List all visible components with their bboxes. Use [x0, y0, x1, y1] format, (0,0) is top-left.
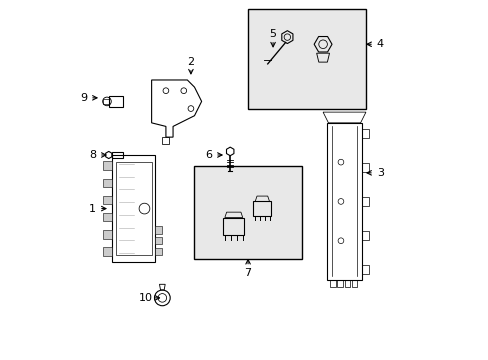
Polygon shape: [103, 230, 112, 239]
Text: 5: 5: [269, 28, 276, 39]
Polygon shape: [103, 161, 112, 170]
Polygon shape: [103, 179, 112, 187]
Text: 6: 6: [205, 150, 212, 160]
Text: 8: 8: [89, 150, 96, 160]
Polygon shape: [155, 248, 162, 255]
Text: 3: 3: [376, 168, 383, 178]
Polygon shape: [103, 196, 112, 204]
Polygon shape: [155, 226, 162, 234]
Bar: [194, 166, 301, 258]
Polygon shape: [155, 237, 162, 244]
Polygon shape: [103, 213, 112, 221]
Text: 2: 2: [187, 57, 194, 67]
Text: 4: 4: [376, 39, 383, 49]
Text: 7: 7: [244, 268, 251, 278]
Text: 1: 1: [89, 203, 96, 213]
Polygon shape: [103, 247, 112, 256]
Bar: [247, 9, 365, 109]
Text: 10: 10: [139, 293, 153, 303]
Text: 9: 9: [80, 93, 87, 103]
